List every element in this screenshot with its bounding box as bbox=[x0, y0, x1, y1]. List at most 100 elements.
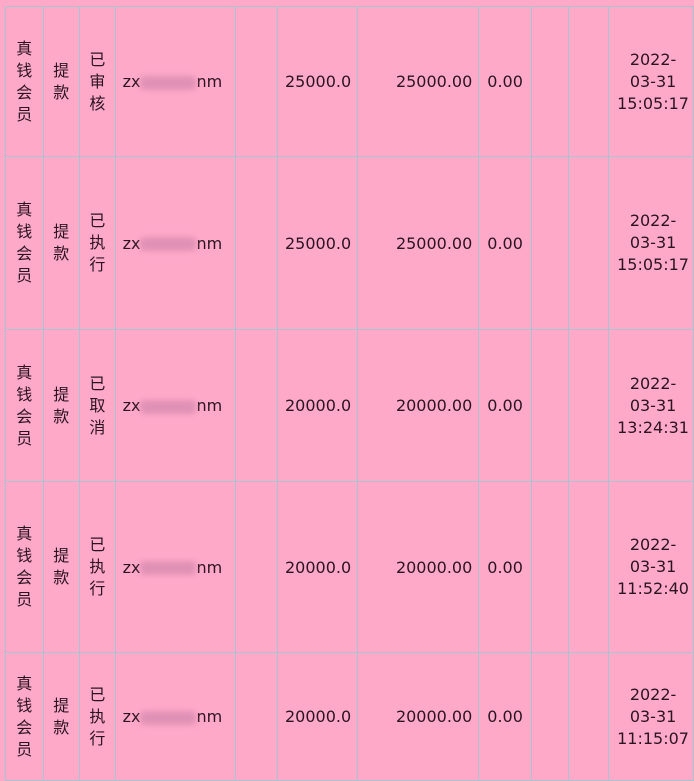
username-prefix: zx bbox=[122, 557, 141, 577]
date-day: 03-31 bbox=[629, 233, 677, 252]
fee-cell: 0.00 bbox=[478, 6, 532, 157]
empty-cell bbox=[235, 652, 279, 781]
datetime-cell: 2022- 03-31 15:05:17 bbox=[608, 6, 694, 157]
records-table: 真钱会员提款已审核 zx nm 25000.0 25000.00 0.00 2022- 03-… bbox=[5, 6, 694, 781]
actual-amount-cell: 20000.00 bbox=[357, 652, 480, 781]
status-cell-char: 取 bbox=[89, 395, 106, 415]
status-cell-char: 行 bbox=[89, 579, 106, 598]
time: 13:24:31 bbox=[617, 417, 689, 437]
fee-cell: 0.00 bbox=[478, 329, 532, 482]
date-year: 2022- bbox=[629, 535, 677, 554]
status-cell-char: 已 bbox=[89, 535, 106, 554]
username-cell: zx nm bbox=[114, 329, 237, 482]
amount-cell: 25000.0 bbox=[277, 6, 359, 157]
action-cell-char: 款 bbox=[53, 717, 70, 737]
member-type-cell-char: 会 bbox=[16, 82, 33, 102]
member-type-cell-char: 会 bbox=[16, 717, 33, 737]
member-type-cell-char: 真 bbox=[16, 200, 33, 219]
date-year: 2022- bbox=[629, 684, 677, 704]
table-row[interactable]: 真钱会员提款已执行 zx nm 25000.0 25000.00 0.00 2022- 03-… bbox=[5, 156, 694, 330]
status-cell-char: 已 bbox=[89, 373, 106, 393]
fee-cell: 0.00 bbox=[478, 156, 532, 330]
actual-amount-cell: 25000.00 bbox=[357, 6, 480, 157]
empty-cell bbox=[568, 156, 610, 330]
redacted-username bbox=[140, 710, 197, 725]
date-day: 03-31 bbox=[629, 706, 677, 726]
action-cell-char: 款 bbox=[53, 568, 70, 587]
datetime-cell: 2022- 03-31 13:24:31 bbox=[608, 329, 694, 482]
member-type-cell-char: 钱 bbox=[16, 546, 33, 565]
status-cell: 已取消 bbox=[79, 329, 116, 482]
action-cell-char: 款 bbox=[53, 244, 70, 263]
actual-amount-cell: 20000.00 bbox=[357, 481, 480, 653]
action-cell: 提款 bbox=[42, 481, 81, 653]
fee-cell: 0.00 bbox=[478, 481, 532, 653]
table-row[interactable]: 真钱会员提款已审核 zx nm 25000.0 25000.00 0.00 2022- 03-… bbox=[5, 6, 694, 157]
member-type-cell-char: 真 bbox=[16, 362, 33, 382]
member-type-cell-char: 钱 bbox=[16, 222, 33, 241]
member-type-cell: 真钱会员 bbox=[5, 652, 44, 781]
username-prefix: zx bbox=[122, 233, 141, 253]
action-cell: 提款 bbox=[42, 329, 81, 482]
redacted-username bbox=[140, 237, 197, 251]
status-cell-char: 审 bbox=[89, 71, 106, 91]
empty-cell bbox=[530, 652, 570, 781]
username-cell: zx nm bbox=[114, 652, 237, 781]
member-type-cell: 真钱会员 bbox=[5, 156, 44, 330]
member-type-cell-char: 员 bbox=[16, 104, 33, 124]
datetime-cell: 2022- 03-31 15:05:17 bbox=[608, 156, 694, 330]
username-suffix: nm bbox=[196, 707, 223, 726]
status-cell-char: 行 bbox=[89, 728, 106, 748]
actual-amount-cell: 20000.00 bbox=[357, 329, 480, 482]
action-cell-char: 提 bbox=[53, 222, 70, 241]
action-cell-char: 款 bbox=[53, 406, 70, 426]
member-type-cell-char: 员 bbox=[16, 266, 33, 285]
empty-cell bbox=[530, 156, 570, 330]
action-cell-char: 提 bbox=[53, 695, 70, 715]
status-cell-char: 已 bbox=[89, 49, 106, 69]
status-cell: 已执行 bbox=[79, 481, 116, 653]
status-cell: 已执行 bbox=[79, 156, 116, 330]
action-cell: 提款 bbox=[42, 156, 81, 330]
date-year: 2022- bbox=[629, 211, 677, 230]
empty-cell bbox=[235, 6, 279, 157]
username-suffix: nm bbox=[196, 72, 223, 91]
amount-cell: 25000.0 bbox=[277, 156, 359, 330]
date-day: 03-31 bbox=[629, 395, 677, 415]
empty-cell bbox=[568, 481, 610, 653]
empty-cell bbox=[235, 329, 279, 482]
redacted-username bbox=[140, 399, 197, 414]
member-type-cell: 真钱会员 bbox=[5, 481, 44, 653]
member-type-cell-char: 钱 bbox=[16, 695, 33, 715]
member-type-cell: 真钱会员 bbox=[5, 6, 44, 157]
username-prefix: zx bbox=[122, 707, 141, 726]
member-type-cell-char: 钱 bbox=[16, 384, 33, 404]
time: 15:05:17 bbox=[617, 255, 689, 274]
table-row[interactable]: 真钱会员提款已取消 zx nm 20000.0 20000.00 0.00 2022- 03-… bbox=[5, 329, 694, 482]
date-day: 03-31 bbox=[629, 71, 677, 91]
status-cell: 已执行 bbox=[79, 652, 116, 781]
status-cell-char: 核 bbox=[89, 93, 106, 113]
date-year: 2022- bbox=[629, 49, 677, 69]
action-cell-char: 提 bbox=[53, 384, 70, 404]
table-row[interactable]: 真钱会员提款已执行 zx nm 20000.0 20000.00 0.00 2022- 03-… bbox=[5, 481, 694, 653]
time: 11:52:40 bbox=[617, 579, 689, 598]
date-year: 2022- bbox=[629, 373, 677, 393]
table-row[interactable]: 真钱会员提款已执行 zx nm 20000.0 20000.00 0.00 2022- 03-… bbox=[5, 652, 694, 781]
amount-cell: 20000.0 bbox=[277, 481, 359, 653]
action-cell-char: 提 bbox=[53, 60, 70, 80]
empty-cell bbox=[530, 481, 570, 653]
member-type-cell-char: 钱 bbox=[16, 60, 33, 80]
time: 15:05:17 bbox=[617, 93, 689, 113]
status-cell-char: 执 bbox=[89, 233, 106, 252]
member-type-cell-char: 员 bbox=[16, 428, 33, 448]
time: 11:15:07 bbox=[617, 728, 689, 748]
member-type-cell-char: 会 bbox=[16, 244, 33, 263]
empty-cell bbox=[568, 6, 610, 157]
status-cell-char: 执 bbox=[89, 557, 106, 576]
member-type-cell: 真钱会员 bbox=[5, 329, 44, 482]
member-type-cell-char: 真 bbox=[16, 673, 33, 693]
member-type-cell-char: 员 bbox=[16, 590, 33, 609]
username-suffix: nm bbox=[196, 557, 223, 577]
action-cell-char: 提 bbox=[53, 546, 70, 565]
